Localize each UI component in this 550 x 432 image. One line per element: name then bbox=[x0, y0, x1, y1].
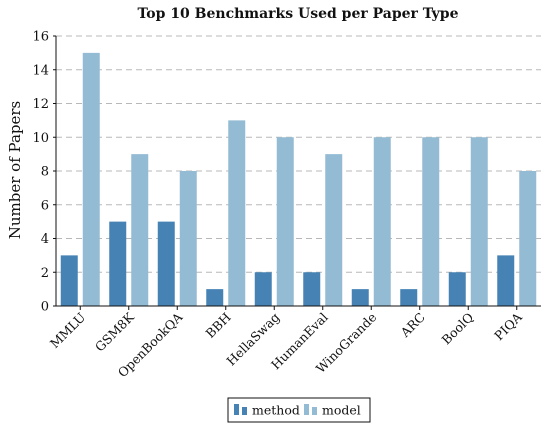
bars bbox=[60, 52, 537, 306]
legend-label-method: method bbox=[252, 403, 300, 418]
bar-method-hellaswag bbox=[254, 272, 272, 306]
y-tick-label: 14 bbox=[32, 63, 49, 78]
y-tick-label: 12 bbox=[32, 97, 49, 112]
bar-method-arc bbox=[400, 289, 418, 306]
x-tick-label: PIQA bbox=[491, 309, 525, 343]
bar-method-winogrande bbox=[351, 289, 369, 306]
legend: method model bbox=[227, 397, 371, 423]
legend-label-model: model bbox=[322, 403, 361, 418]
bar-model-piqa bbox=[519, 171, 537, 306]
legend-box bbox=[227, 397, 371, 423]
y-tick-labels: 0 2 4 6 8 10 12 14 16 bbox=[32, 30, 49, 315]
chart-title: Top 10 Benchmarks Used per Paper Type bbox=[138, 6, 459, 22]
y-tick-label: 16 bbox=[32, 30, 49, 45]
bar-method-bbh bbox=[206, 289, 224, 306]
bar-model-arc bbox=[422, 137, 440, 306]
bar-method-humaneval bbox=[303, 272, 321, 306]
bar-model-humaneval bbox=[325, 154, 343, 306]
axes bbox=[53, 35, 541, 310]
y-tick-label: 6 bbox=[41, 198, 49, 213]
legend-swatch-model bbox=[312, 407, 317, 415]
legend-swatch-model bbox=[304, 404, 309, 415]
bar-model-bbh bbox=[228, 120, 246, 306]
x-tick-label: BBH bbox=[203, 309, 234, 340]
y-tick-label: 2 bbox=[41, 266, 49, 281]
y-axis-label: Number of Papers bbox=[6, 101, 24, 240]
bar-method-mmlu bbox=[60, 255, 78, 306]
y-tick-label: 0 bbox=[41, 300, 49, 315]
x-tick-label: ARC bbox=[397, 310, 428, 341]
legend-swatch-method bbox=[234, 404, 239, 415]
x-tick-label: MMLU bbox=[47, 310, 89, 352]
y-tick-label: 10 bbox=[32, 131, 49, 146]
x-tick-label: GSM8K bbox=[92, 309, 137, 354]
y-tick-label: 8 bbox=[41, 165, 49, 180]
bar-model-hellaswag bbox=[276, 137, 294, 306]
bar-model-gsm8k bbox=[131, 154, 149, 306]
bar-model-winogrande bbox=[373, 137, 391, 306]
x-tick-label: BoolQ bbox=[439, 310, 477, 348]
bar-method-boolq bbox=[448, 272, 466, 306]
bar-model-boolq bbox=[470, 137, 488, 306]
bar-method-gsm8k bbox=[109, 221, 127, 306]
y-tick-label: 4 bbox=[41, 232, 49, 247]
bar-method-openbookqa bbox=[157, 221, 175, 306]
bar-model-mmlu bbox=[82, 52, 100, 306]
bar-method-piqa bbox=[497, 255, 515, 306]
bar-model-openbookqa bbox=[179, 171, 197, 306]
grid-lines bbox=[56, 35, 541, 273]
legend-swatch-method bbox=[242, 407, 247, 415]
